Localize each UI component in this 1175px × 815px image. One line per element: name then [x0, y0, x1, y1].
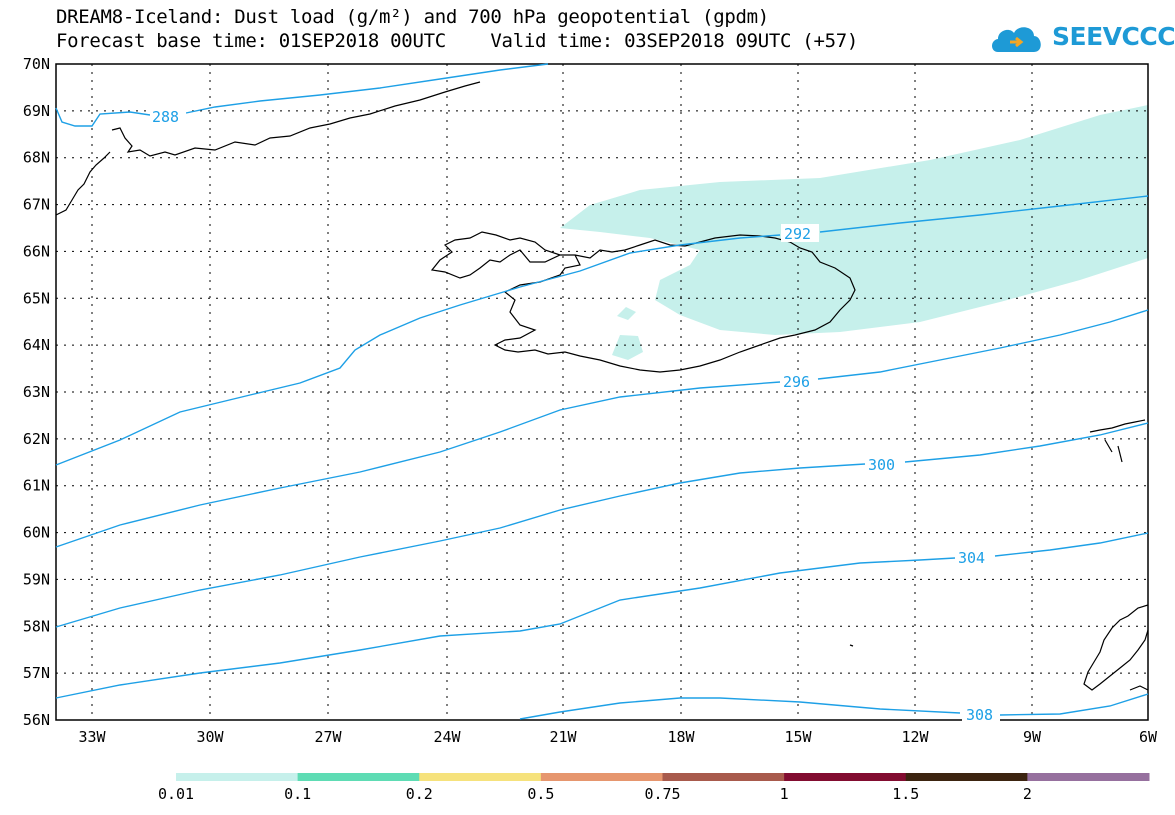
contour-292 [55, 234, 781, 466]
latitude-label: 58N [23, 617, 50, 635]
colorbar-label: 0.75 [644, 785, 681, 803]
colorbar-segment [905, 773, 1028, 781]
longitude-label: 33W [78, 728, 106, 746]
longitude-label: 15W [784, 728, 812, 746]
colorbar-segment [297, 773, 420, 781]
longitude-label: 12W [901, 728, 929, 746]
latitude-label: 63N [23, 383, 50, 401]
latitude-label: 66N [23, 242, 50, 260]
colorbar-segment [662, 773, 785, 781]
contour-300 [904, 422, 1149, 463]
longitude-label: 9W [1023, 728, 1042, 746]
contour-label: 308 [966, 706, 993, 724]
contour-label: 300 [868, 456, 895, 474]
colorbar-label: 0.1 [284, 785, 312, 803]
latitude-label: 65N [23, 289, 50, 307]
contour-300 [55, 463, 866, 628]
contour-label: 292 [784, 225, 811, 243]
longitude-label: 24W [433, 728, 461, 746]
colorbar-segment [540, 773, 663, 781]
chart-subtitle: Forecast base time: 01SEP2018 00UTC Vali… [56, 30, 859, 52]
latitude-label: 61N [23, 477, 50, 495]
chart-title: DREAM8-Iceland: Dust load (g/m²) and 700… [56, 6, 769, 28]
longitude-label: 6W [1139, 728, 1158, 746]
contour-label: 296 [783, 373, 810, 391]
longitude-label: 30W [196, 728, 224, 746]
contour-304 [55, 557, 956, 699]
latitude-labels: 70N 69N 68N 67N 66N 65N 64N 63N 62N 61N 60N 59N 58N 5… [23, 55, 50, 729]
contour-308 [519, 697, 961, 720]
contour-296 [817, 309, 1149, 380]
latitude-label: 70N [23, 55, 50, 73]
latitude-label: 62N [23, 430, 50, 448]
contour-304 [994, 532, 1149, 557]
colorbar-segment [176, 773, 299, 781]
colorbar-label: 1.5 [892, 785, 920, 803]
latitude-label: 57N [23, 664, 50, 682]
colorbar-segment [784, 773, 907, 781]
coastline [55, 81, 1149, 691]
colorbar-label: 2 [1022, 785, 1032, 803]
colorbar-label: 0.5 [527, 785, 555, 803]
contour-label: 304 [958, 549, 985, 567]
latitude-label: 59N [23, 570, 50, 588]
geopotential-contours [55, 63, 1149, 720]
contour-288 [55, 107, 151, 127]
contour-292 [819, 195, 1149, 233]
colorbar-segment [1027, 773, 1150, 781]
colorbar [176, 773, 1150, 781]
colorbar-label: 0.01 [157, 785, 195, 803]
map-grid [56, 64, 1148, 720]
contour-308 [999, 693, 1149, 716]
longitude-label: 21W [549, 728, 577, 746]
colorbar-label: 1 [779, 785, 789, 803]
longitude-label: 18W [667, 728, 695, 746]
latitude-label: 67N [23, 196, 50, 214]
longitude-labels: 33W 30W 27W 24W 21W 18W 15W 12W 9W 6W [78, 728, 1158, 746]
dust-load-area [612, 335, 643, 360]
contour-labels: 288 292 296 300 304 308 [150, 107, 1000, 724]
colorbar-segment [419, 773, 542, 781]
longitude-label: 27W [314, 728, 342, 746]
latitude-label: 64N [23, 336, 50, 354]
latitude-label: 56N [23, 711, 50, 729]
latitude-label: 69N [23, 102, 50, 120]
latitude-label: 68N [23, 149, 50, 167]
contour-296 [55, 381, 781, 548]
dust-load-area [617, 307, 636, 320]
map-frame [55, 63, 1149, 721]
dust-load-area [560, 105, 1148, 335]
logo-text: SEEVCCC [1052, 22, 1175, 51]
colorbar-label: 0.2 [405, 785, 433, 803]
cloud-logo-icon [992, 27, 1041, 52]
contour-288 [185, 63, 549, 114]
contour-label: 288 [152, 108, 179, 126]
latitude-label: 60N [23, 524, 50, 542]
